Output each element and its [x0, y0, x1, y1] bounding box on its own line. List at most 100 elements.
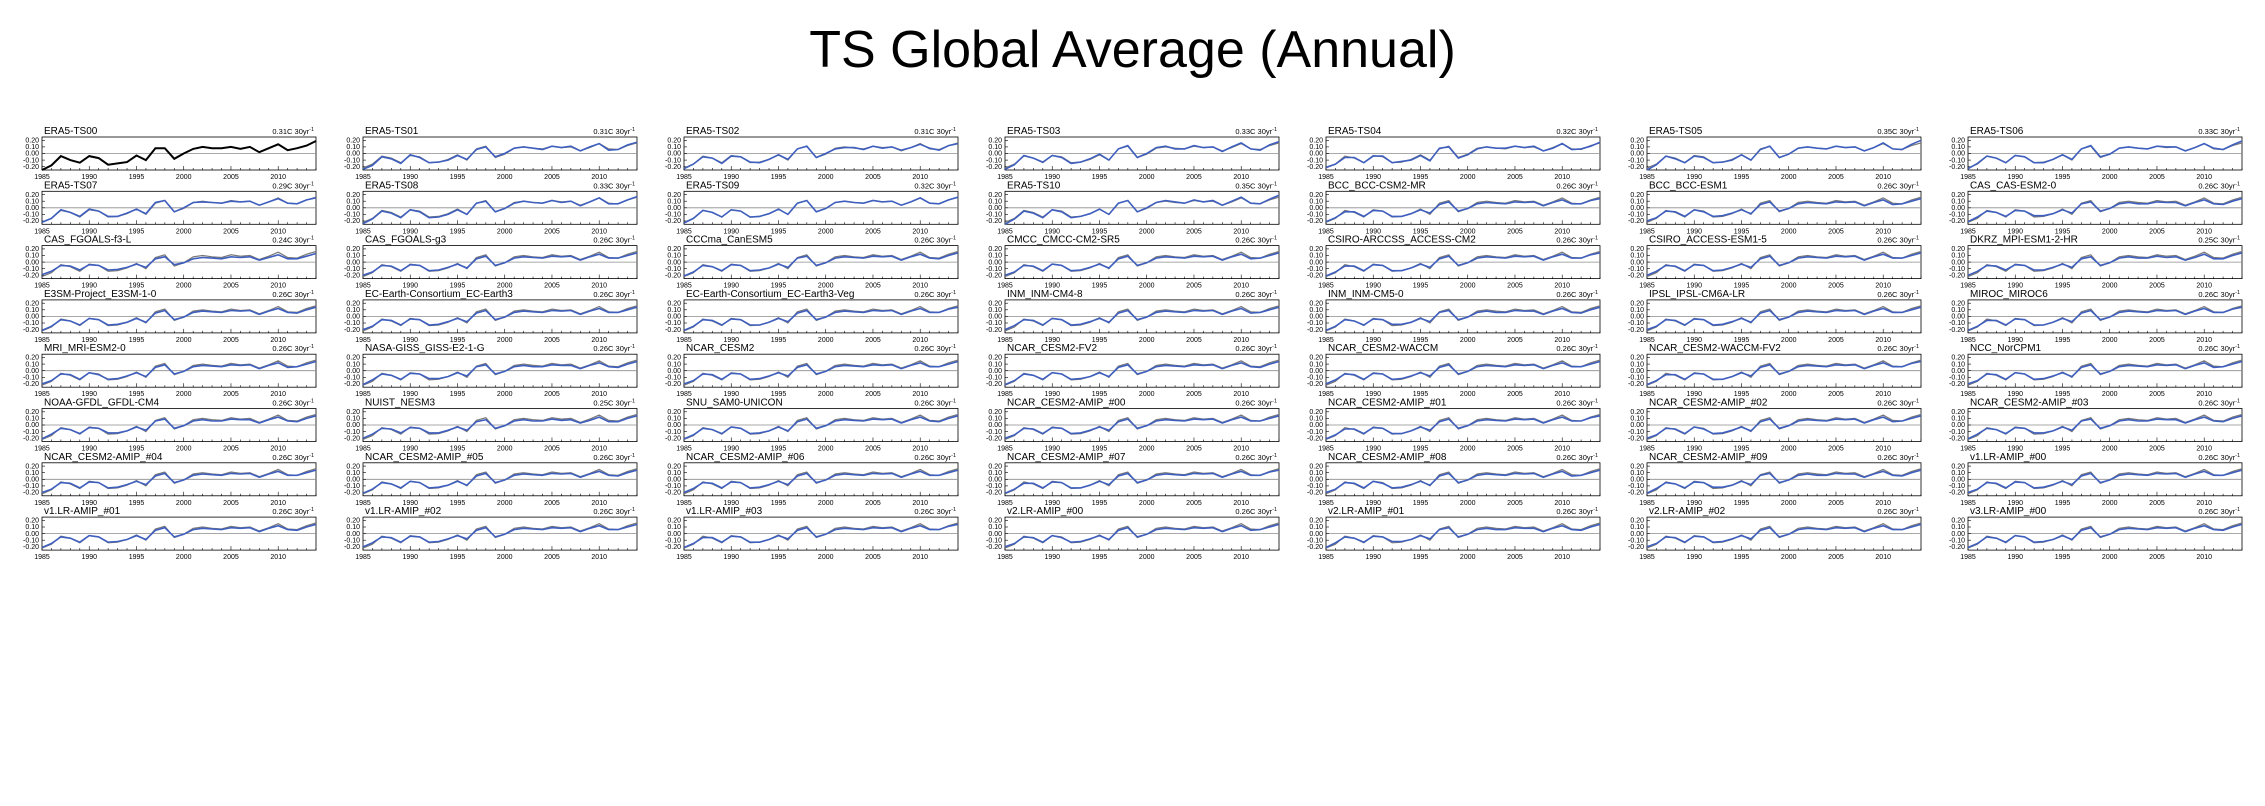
y-tick-label: 0.20 — [667, 409, 681, 416]
trend-exponent: -1 — [951, 181, 956, 187]
y-tick-label: 0.10 — [1630, 361, 1644, 368]
y-tick-label: -0.20 — [986, 218, 1002, 225]
x-tick-label: 1995 — [2055, 500, 2071, 507]
x-tick-label: 2005 — [223, 554, 239, 561]
y-tick-label: -0.10 — [1307, 320, 1323, 327]
x-tick-label: 2000 — [176, 174, 192, 181]
x-tick-label: 2005 — [2149, 337, 2165, 344]
x-tick-label: 1990 — [2007, 446, 2023, 453]
trend-exponent: -1 — [2235, 344, 2240, 350]
y-tick-label: -0.20 — [665, 164, 681, 171]
x-tick-label: 2000 — [1460, 174, 1476, 181]
trend-exponent: -1 — [1272, 453, 1277, 459]
x-tick-label: 1985 — [676, 174, 692, 181]
y-tick-label: 0.20 — [1630, 463, 1644, 470]
x-tick-label: 1995 — [129, 391, 145, 398]
y-tick-label: 0.10 — [988, 361, 1002, 368]
x-tick-label: 2000 — [1781, 174, 1797, 181]
model-series-line — [41, 197, 317, 224]
x-tick-label: 1985 — [1960, 337, 1976, 344]
panel-trend: 0.25C 30yr-1 — [593, 399, 635, 408]
panel-name: ERA5-TS06 — [1970, 126, 2024, 137]
x-tick-label: 1995 — [2055, 337, 2071, 344]
x-tick-label: 2000 — [818, 500, 834, 507]
y-tick-label: 0.20 — [1309, 300, 1323, 307]
model-series-line — [1967, 523, 2243, 549]
x-tick-label: 1990 — [402, 174, 418, 181]
y-tick-label: -0.20 — [23, 381, 39, 388]
panel-trend: 0.26C 30yr-1 — [2198, 181, 2240, 190]
x-tick-label: 2005 — [544, 554, 560, 561]
model-series-line — [41, 252, 317, 276]
panel-name: EC-Earth-Consortium_EC-Earth3 — [365, 289, 513, 300]
panel-trend: 0.26C 30yr-1 — [272, 290, 314, 299]
x-tick-label: 2005 — [544, 446, 560, 453]
panel: 0.200.100.00-0.10-0.20 1985 1990 1995 2000 20… — [1628, 180, 1922, 235]
x-tick-label: 1985 — [997, 174, 1013, 181]
y-tick-label: 0.00 — [1309, 368, 1323, 375]
x-tick-label: 2000 — [2102, 446, 2118, 453]
y-tick-label: -0.20 — [1628, 544, 1644, 551]
panel-trend: 0.33C 30yr-1 — [1235, 127, 1277, 136]
panel-trend: 0.33C 30yr-1 — [593, 181, 635, 190]
y-tick-label: -0.20 — [23, 544, 39, 551]
x-tick-label: 2010 — [2196, 174, 2212, 181]
y-tick-label: -0.10 — [1307, 375, 1323, 382]
trend-exponent: -1 — [309, 453, 314, 459]
x-tick-label: 2005 — [1828, 174, 1844, 181]
y-tick-label: 0.10 — [1309, 416, 1323, 423]
trend-exponent: -1 — [1272, 399, 1277, 405]
y-tick-label: -0.10 — [23, 212, 39, 219]
x-tick-label: 1990 — [723, 446, 739, 453]
x-tick-label: 2000 — [1139, 174, 1155, 181]
y-tick-label: 0.20 — [25, 138, 39, 145]
x-tick-label: 1985 — [355, 446, 371, 453]
model-series-line — [683, 469, 959, 494]
x-tick-label: 2010 — [591, 500, 607, 507]
y-tick-label: 0.10 — [1951, 307, 1965, 314]
panel-name: NCAR_CESM2-AMIP_#08 — [1328, 452, 1447, 463]
panel-name: NCAR_CESM2-AMIP_#07 — [1007, 452, 1126, 463]
y-tick-label: 0.20 — [667, 246, 681, 253]
y-tick-label: -0.20 — [665, 435, 681, 442]
panel: 0.200.100.00-0.10-0.20 1985 1990 1995 2000 20… — [1307, 126, 1601, 181]
trend-exponent: -1 — [1272, 181, 1277, 187]
x-tick-label: 1995 — [2055, 554, 2071, 561]
panel-name: CMCC_CMCC-CM2-SR5 — [1007, 235, 1120, 246]
x-tick-label: 1995 — [771, 337, 787, 344]
x-tick-label: 1985 — [34, 228, 50, 235]
y-tick-label: 0.10 — [1951, 416, 1965, 423]
y-tick-label: 0.00 — [346, 422, 360, 429]
trend-exponent: -1 — [630, 290, 635, 296]
panel: 0.200.100.00-0.10-0.20 1985 1990 1995 2000 20… — [1628, 289, 1922, 344]
model-series-line — [1325, 252, 1601, 277]
x-tick-label: 2010 — [270, 554, 286, 561]
y-tick-label: 0.00 — [988, 531, 1002, 538]
y-tick-label: -0.20 — [1628, 273, 1644, 280]
panel-trend: 0.29C 30yr-1 — [272, 181, 314, 190]
panel-name: NCAR_CESM2-AMIP_#00 — [1007, 398, 1126, 409]
y-tick-label: -0.20 — [986, 490, 1002, 497]
panel: 0.200.100.00-0.10-0.20 1985 1990 1995 2000 20… — [344, 289, 638, 344]
y-tick-label: -0.20 — [344, 273, 360, 280]
y-tick-label: 0.10 — [25, 307, 39, 314]
panel-trend: 0.26C 30yr-1 — [593, 290, 635, 299]
y-tick-label: -0.10 — [986, 266, 1002, 273]
x-tick-label: 1985 — [676, 554, 692, 561]
x-tick-label: 1985 — [355, 391, 371, 398]
y-tick-label: 0.00 — [1630, 422, 1644, 429]
panel-trend: 0.26C 30yr-1 — [2198, 344, 2240, 353]
panel-name: DKRZ_MPI-ESM1-2-HR — [1970, 235, 2078, 246]
y-tick-label: 0.00 — [1309, 205, 1323, 212]
y-tick-label: 0.00 — [988, 314, 1002, 321]
x-tick-label: 2005 — [223, 500, 239, 507]
x-tick-label: 1990 — [723, 283, 739, 290]
panel-name: NCAR_CESM2-WACCM — [1328, 343, 1438, 354]
panel-trend: 0.26C 30yr-1 — [593, 344, 635, 353]
panel: 0.200.100.00-0.10-0.20 1985 1990 1995 2000 20… — [665, 180, 959, 235]
x-tick-label: 1990 — [1686, 228, 1702, 235]
panel-name: NCAR_CESM2-AMIP_#06 — [686, 452, 805, 463]
y-tick-label: 0.00 — [25, 531, 39, 538]
x-tick-label: 2010 — [2196, 554, 2212, 561]
y-tick-label: 0.00 — [346, 151, 360, 158]
